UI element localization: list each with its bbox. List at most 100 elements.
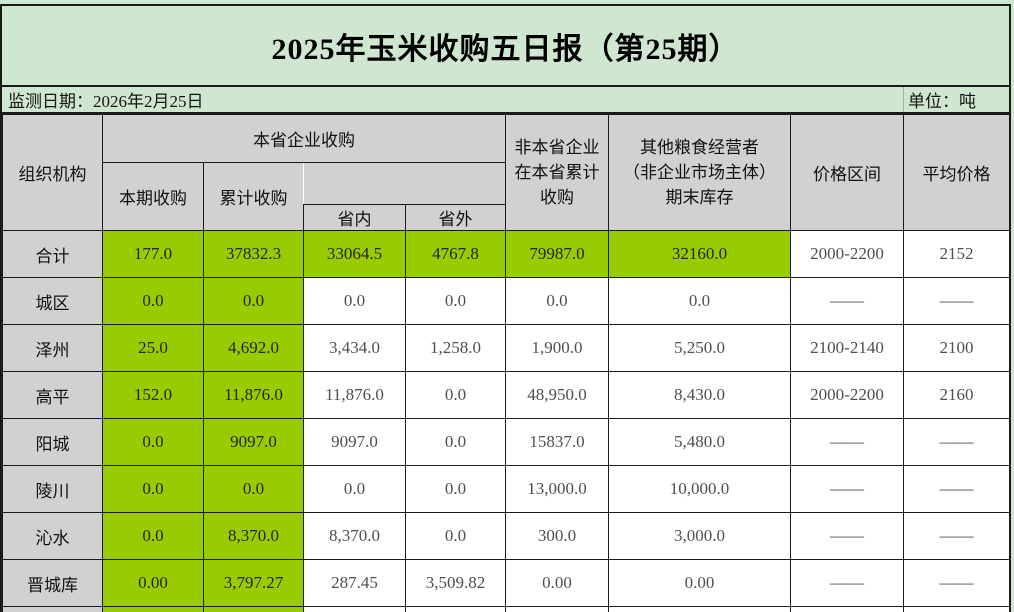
monitoring-date-label: 监测日期：2026年2月25日: [8, 92, 204, 111]
value-cell: 4767.8: [405, 230, 506, 278]
value-cell: 3,797.27: [203, 559, 304, 607]
org-cell: 城区: [2, 277, 103, 325]
value-cell: 0.0: [405, 371, 506, 419]
table-row: 阳城 0.0 9097.0 9097.0 0.0 15837.0 5,480.0…: [2, 418, 1010, 466]
header-cumulative-spacer: [303, 162, 506, 205]
value-cell: 1,900.0: [505, 324, 609, 372]
header-current-purchase: 本期收购: [102, 162, 204, 231]
value-cell: 15837.0: [505, 418, 609, 466]
value-cell: 0.0: [102, 512, 204, 560]
value-cell: 9097.0: [203, 418, 304, 466]
table-row-total: 合计 177.0 37832.3 33064.5 4767.8 79987.0 …: [2, 230, 1010, 278]
value-cell: 32160.0: [608, 230, 791, 278]
value-cell: 0.0: [405, 465, 506, 513]
avg-price-cell: ——: [903, 559, 1010, 607]
value-cell: 5,250.0: [608, 324, 791, 372]
avg-price-cell: ——: [903, 418, 1010, 466]
value-cell: 8,370.0: [303, 512, 406, 560]
value-cell: 11,876.0: [303, 371, 406, 419]
table-header: 组织机构 本省企业收购 非本省企业 在本省累计 收购 其他粮食经营者 （非企业市…: [2, 114, 1010, 231]
org-cell: 陵川: [2, 465, 103, 513]
org-cell: 高平: [2, 371, 103, 419]
table-row: 陵川 0.0 0.0 0.0 0.0 13,000.0 10,000.0 —— …: [2, 465, 1010, 513]
value-cell: [303, 606, 406, 612]
header-org: 组织机构: [2, 114, 103, 231]
value-cell: [102, 606, 204, 612]
value-cell: 5,480.0: [608, 418, 791, 466]
avg-price-cell: ——: [903, 465, 1010, 513]
org-cell: 泽州: [2, 324, 103, 372]
value-cell: 0.0: [303, 465, 406, 513]
price-range-cell: ——: [790, 512, 904, 560]
value-cell: 0.0: [203, 465, 304, 513]
value-cell: [505, 606, 609, 612]
value-cell: 0.0: [405, 277, 506, 325]
org-cell: [2, 606, 103, 612]
value-cell: 48,950.0: [505, 371, 609, 419]
title-bar: 2025年玉米收购五日报（第25期）: [2, 6, 1009, 87]
price-range-cell: ——: [790, 465, 904, 513]
value-cell: [203, 606, 304, 612]
value-cell: 177.0: [102, 230, 204, 278]
value-cell: [405, 606, 506, 612]
value-cell: 8,370.0: [203, 512, 304, 560]
value-cell: 11,876.0: [203, 371, 304, 419]
report-title: 2025年玉米收购五日报（第25期）: [271, 32, 740, 66]
org-cell: 合计: [2, 230, 103, 278]
value-cell: 300.0: [505, 512, 609, 560]
avg-price-cell: 2152: [903, 230, 1010, 278]
header-avg-price: 平均价格: [903, 114, 1010, 231]
table-row: 城区 0.0 0.0 0.0 0.0 0.0 0.0 —— ——: [2, 277, 1010, 325]
table-row: 泽州 25.0 4,692.0 3,434.0 1,258.0 1,900.0 …: [2, 324, 1010, 372]
org-cell: 沁水: [2, 512, 103, 560]
header-inside-province: 省内: [303, 204, 406, 231]
value-cell: 0.0: [608, 277, 791, 325]
header-outside-province: 省外: [405, 204, 506, 231]
value-cell: 0.0: [102, 277, 204, 325]
value-cell: 33064.5: [303, 230, 406, 278]
org-cell: 晋城库: [2, 559, 103, 607]
price-range-cell: 2000-2200: [790, 371, 904, 419]
header-cumulative-purchase: 累计收购: [203, 162, 304, 231]
value-cell: 0.0: [203, 277, 304, 325]
value-cell: 0.0: [303, 277, 406, 325]
value-cell: 37832.3: [203, 230, 304, 278]
value-cell: 0.0: [405, 512, 506, 560]
value-cell: 79987.0: [505, 230, 609, 278]
value-cell: 25.0: [102, 324, 204, 372]
price-range-cell: [790, 606, 904, 612]
value-cell: 3,000.0: [608, 512, 791, 560]
table-row: 沁水 0.0 8,370.0 8,370.0 0.0 300.0 3,000.0…: [2, 512, 1010, 560]
table-body: 合计 177.0 37832.3 33064.5 4767.8 79987.0 …: [2, 230, 1010, 612]
value-cell: 13,000.0: [505, 465, 609, 513]
value-cell: 0.0: [405, 418, 506, 466]
unit-label: 单位：吨: [903, 87, 1009, 112]
avg-price-cell: [903, 606, 1010, 612]
avg-price-cell: ——: [903, 512, 1010, 560]
price-range-cell: 2000-2200: [790, 230, 904, 278]
value-cell: 9097.0: [303, 418, 406, 466]
value-cell: 1,258.0: [405, 324, 506, 372]
avg-price-cell: 2160: [903, 371, 1010, 419]
avg-price-cell: ——: [903, 277, 1010, 325]
org-cell: 阳城: [2, 418, 103, 466]
partial-next-row: [2, 606, 1010, 612]
table-row: 晋城库 0.00 3,797.27 287.45 3,509.82 0.00 0…: [2, 559, 1010, 607]
value-cell: 3,434.0: [303, 324, 406, 372]
value-cell: 8,430.0: [608, 371, 791, 419]
value-cell: 0.00: [505, 559, 609, 607]
value-cell: 10,000.0: [608, 465, 791, 513]
price-range-cell: ——: [790, 418, 904, 466]
value-cell: 3,509.82: [405, 559, 506, 607]
value-cell: 0.0: [505, 277, 609, 325]
price-range-cell: ——: [790, 559, 904, 607]
purchase-report-table: 组织机构 本省企业收购 非本省企业 在本省累计 收购 其他粮食经营者 （非企业市…: [2, 114, 1010, 612]
header-non-province: 非本省企业 在本省累计 收购: [505, 114, 609, 231]
header-price-range: 价格区间: [790, 114, 904, 231]
value-cell: 0.0: [102, 418, 204, 466]
avg-price-cell: 2100: [903, 324, 1010, 372]
value-cell: 0.00: [102, 559, 204, 607]
meta-bar: 监测日期：2026年2月25日 单位：吨: [2, 87, 1009, 114]
value-cell: 4,692.0: [203, 324, 304, 372]
header-province-group: 本省企业收购: [102, 114, 506, 163]
